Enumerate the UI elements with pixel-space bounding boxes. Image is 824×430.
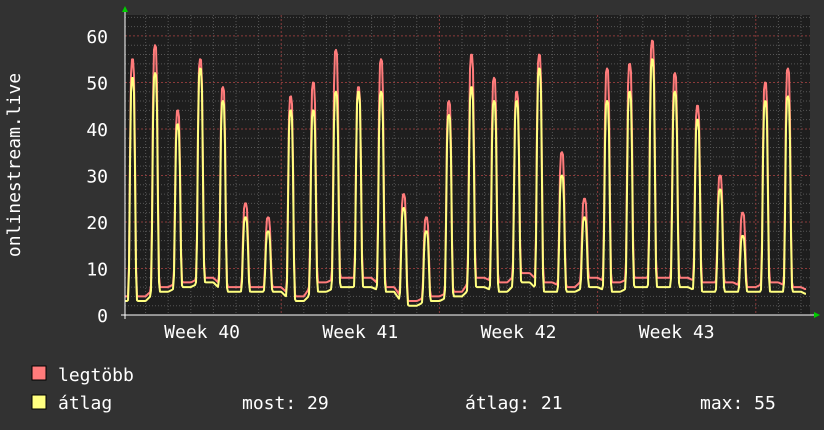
x-tick-label: Week 40 bbox=[164, 322, 240, 343]
x-tick-labels: Week 40 Week 41 Week 42 Week 43 bbox=[164, 322, 714, 343]
legend-swatch-max bbox=[31, 365, 47, 381]
y-axis-arrow-icon bbox=[122, 6, 128, 12]
axes bbox=[121, 6, 820, 319]
legend-label-max: legtöbb bbox=[58, 365, 134, 386]
series-line-avg bbox=[125, 58, 806, 307]
y-tick-label: 30 bbox=[86, 166, 108, 187]
y-tick-label: 50 bbox=[86, 73, 108, 94]
series-lines bbox=[125, 39, 807, 307]
y-tick-label: 60 bbox=[86, 27, 108, 48]
legend-label-avg: átlag bbox=[58, 393, 112, 414]
stat-average: átlag: 21 bbox=[465, 393, 563, 414]
x-axis-arrow-icon bbox=[814, 312, 820, 318]
y-tick-label: 0 bbox=[97, 306, 108, 327]
x-tick-label: Week 42 bbox=[481, 322, 557, 343]
y-tick-label: 10 bbox=[86, 259, 108, 280]
stat-max: max: 55 bbox=[700, 393, 776, 414]
x-tick-label: Week 43 bbox=[639, 322, 715, 343]
x-tick-label: Week 41 bbox=[322, 322, 398, 343]
y-tick-labels: 0 10 20 30 40 50 60 bbox=[86, 27, 108, 327]
y-axis-label: onlinestream.live bbox=[4, 73, 25, 257]
legend-swatch-avg bbox=[31, 394, 47, 410]
stat-now: most: 29 bbox=[242, 393, 329, 414]
y-tick-label: 20 bbox=[86, 213, 108, 234]
y-tick-label: 40 bbox=[86, 120, 108, 141]
